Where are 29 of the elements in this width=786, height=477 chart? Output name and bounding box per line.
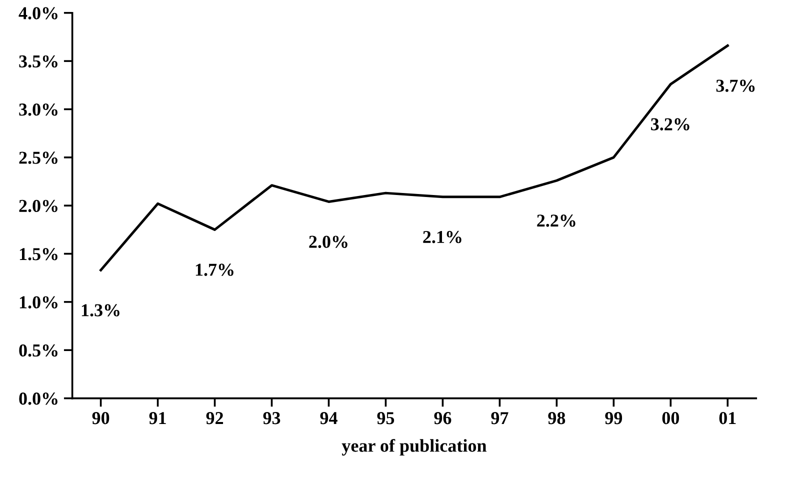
y-tick-label: 3.0% (19, 103, 58, 116)
y-tick-label: 1.5% (20, 248, 58, 260)
annotation: 2.0% (309, 236, 348, 248)
annotation: 3.7% (716, 80, 755, 92)
x-axis-title: year of publication (342, 438, 487, 456)
x-tick-label: 93 (263, 412, 280, 424)
y-tick-label: 2.5% (19, 152, 58, 164)
y-tick-label: 0.5% (19, 344, 58, 357)
annotation: 2.1% (423, 230, 462, 244)
annotation: 1.3% (82, 304, 120, 316)
x-tick-label: 98 (548, 412, 566, 424)
annotation: 1.7% (196, 264, 234, 276)
annotation: 2.2% (537, 214, 576, 227)
y-tick-label: 1.0% (20, 296, 58, 308)
y-tick-label: 4.0% (18, 7, 58, 20)
x-tick-label: 00 (662, 412, 679, 424)
x-tick-label: 96 (434, 412, 452, 424)
x-tick-label: 01 (719, 412, 736, 424)
y-tick-label: 3.5% (19, 55, 58, 68)
x-tick-label: 99 (605, 412, 622, 424)
x-tick-label: 95 (377, 412, 394, 424)
x-tick-label: 92 (206, 412, 224, 424)
x-tick-label: 94 (320, 412, 338, 424)
annotation: 3.2% (651, 118, 690, 130)
x-tick-label: 97 (491, 412, 508, 424)
y-tick-label: 0.0% (19, 392, 58, 405)
y-tick-label: 2.0% (19, 200, 58, 212)
x-tick-label: 91 (149, 412, 166, 424)
x-tick-label: 90 (92, 412, 110, 424)
